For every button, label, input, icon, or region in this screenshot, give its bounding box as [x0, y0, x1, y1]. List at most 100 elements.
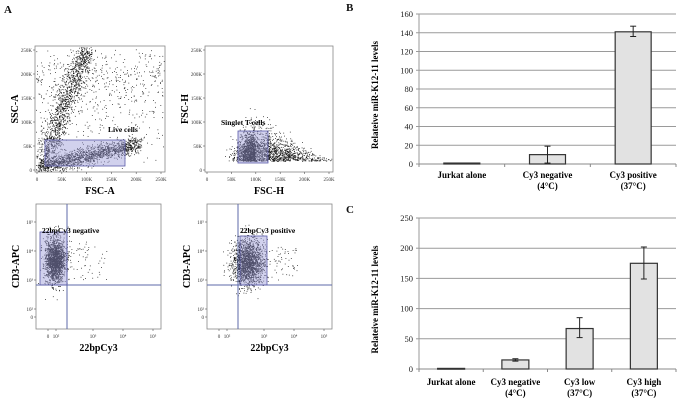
x-tick-label: 0 [47, 335, 50, 340]
scatter-points [225, 108, 333, 162]
y-tick-label: 0 [202, 316, 205, 321]
x-category-label: Cy3 high [626, 377, 661, 387]
x-tick-label: 10³ [90, 334, 97, 340]
y-tick-label: 140 [400, 28, 413, 38]
x-category-label: (4°C) [505, 388, 526, 398]
x-category-label: (37°C) [567, 388, 592, 398]
x-tick-label: 10⁵ [321, 334, 328, 340]
x-tick-label: 10⁵ [150, 334, 157, 340]
x-tick-label: 250K [323, 178, 335, 183]
x-tick-label: 100K [250, 178, 262, 183]
x-tick-label: 10² [53, 334, 60, 340]
x-tick-label: 0 [218, 335, 221, 340]
gate-box [44, 139, 126, 167]
x-tick-label: 50K [57, 178, 66, 183]
x-axis-label: 22bpCy3 [250, 343, 288, 354]
y-tick-label: 10³ [27, 278, 34, 284]
y-tick-label: 250 [400, 213, 413, 223]
flow-cytometry-plots: Live cells 0 50K 100K 150K 200K 250K 0 50K 100K 15… [10, 45, 335, 354]
x-axis-label: FSC-H [254, 186, 284, 197]
panel-label-c: C [346, 204, 354, 216]
y-tick-label: 0 [409, 159, 413, 169]
x-tick-label: 200K [299, 178, 311, 183]
y-tick-label: 10² [198, 307, 205, 313]
bar [437, 367, 466, 370]
y-tick-label: 0 [31, 316, 34, 321]
x-tick-label: 0 [206, 178, 209, 183]
x-tick-label: 10² [224, 334, 231, 340]
y-tick-label: 10² [27, 307, 34, 313]
y-tick-label: 200K [21, 73, 33, 78]
x-tick-label: 250K [155, 178, 167, 183]
bar-chart-b: 0 20 40 60 80 100 120 140 160 Jurkat alone Cy3 neg… [370, 9, 677, 191]
y-tick-label: 10⁵ [26, 220, 33, 226]
x-category-label: (37°C) [621, 181, 646, 191]
x-tick-label: 50K [227, 178, 236, 183]
bar [614, 31, 652, 165]
y-tick-label: 0 [30, 169, 33, 174]
y-tick-label: 100K [21, 121, 33, 126]
panel-label-b: B [346, 2, 354, 14]
y-tick-label: 10⁵ [197, 220, 204, 226]
y-axis-label: CD3-APC [182, 245, 193, 288]
y-tick-label: 10³ [198, 278, 205, 284]
x-category-label: Cy3 low [564, 377, 596, 387]
x-tick-label: 200K [131, 178, 143, 183]
x-category-label: (37°C) [631, 388, 656, 398]
y-tick-label: 100 [400, 304, 413, 314]
y-tick-label: 20 [405, 140, 414, 150]
y-tick-label: 100 [400, 65, 413, 75]
y-tick-label: 10⁴ [26, 249, 33, 255]
y-tick-label: 50K [23, 145, 32, 150]
y-tick-label: 120 [400, 47, 413, 57]
x-category-label: Cy3 positive [610, 170, 657, 180]
flow-plot-ssc-fsc: Live cells 0 50K 100K 150K 200K 250K 0 50K 100K 15… [10, 45, 167, 197]
x-category-label: Jurkat alone [427, 377, 476, 387]
x-axis-label: FSC-A [85, 186, 115, 197]
x-tick-label: 150K [275, 178, 287, 183]
y-tick-label: 200 [400, 243, 413, 253]
x-tick-label: 10⁴ [291, 334, 298, 340]
scatter-points [38, 225, 108, 301]
x-category-label: (4°C) [537, 181, 558, 191]
y-tick-label: 0 [200, 169, 203, 174]
scatter-points [36, 47, 165, 172]
y-tick-label: 150K [21, 97, 33, 102]
gate-box [239, 235, 268, 286]
y-tick-label: 150 [400, 273, 413, 283]
y-axis-label: SSC-A [10, 94, 21, 124]
y-tick-label: 160 [400, 9, 413, 19]
gate-label: Live cells [108, 125, 138, 134]
y-tick-label: 10⁴ [197, 249, 204, 255]
y-tick-label: 60 [405, 103, 414, 113]
y-tick-label: 100K [191, 121, 203, 126]
y-axis-label: CD3-APC [11, 245, 22, 288]
x-tick-label: 100K [81, 178, 93, 183]
gate-label: Singlet T-cells [221, 118, 265, 127]
x-axis-label: 22bpCy3 [79, 343, 117, 354]
panel-label-a: A [4, 4, 12, 16]
y-tick-label: 250K [191, 49, 203, 54]
y-tick-label: 50K [193, 145, 202, 150]
y-tick-label: 250K [21, 49, 33, 54]
x-category-label: Jurkat alone [437, 170, 486, 180]
x-category-label: Cy3 negative [523, 170, 573, 180]
x-tick-label: 0 [36, 178, 39, 183]
x-tick-label: 10⁴ [120, 334, 127, 340]
flow-plot-fsch-fsch: Singlet T-cells 0 50K 100K 150K 200K 250K 0 50K 1… [180, 45, 335, 197]
gate-box [237, 130, 269, 164]
x-category-label: Cy3 negative [491, 377, 541, 387]
y-axis-label: Relateive miR-K12-11 levels [370, 41, 380, 149]
y-tick-label: 0 [409, 364, 413, 374]
y-tick-label: 150K [191, 97, 203, 102]
gate-box [39, 231, 68, 286]
x-tick-label: 10³ [261, 334, 268, 340]
y-tick-label: 50 [405, 334, 414, 344]
y-tick-label: 80 [405, 84, 414, 94]
x-tick-label: 150K [106, 178, 118, 183]
gate-label: 22bpCy3 positive [240, 226, 296, 235]
